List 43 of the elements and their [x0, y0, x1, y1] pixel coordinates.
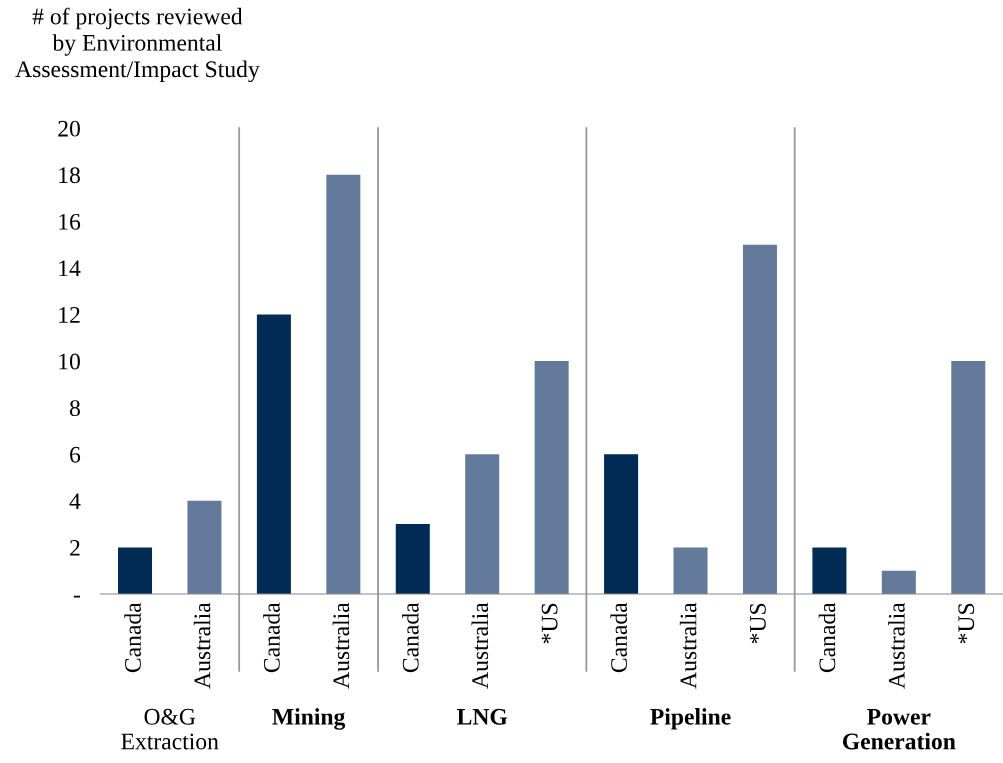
x-tick-label: Australia	[888, 602, 905, 689]
bar	[465, 454, 500, 594]
x-tick-label: Canada	[610, 602, 627, 673]
bar	[187, 500, 222, 594]
bar	[951, 361, 986, 594]
x-tick-label: Australia	[193, 602, 211, 689]
text: Mining	[272, 708, 346, 730]
y-tick-label: 16	[59, 213, 81, 230]
y-tick-label: 10	[59, 353, 80, 370]
x-tick-label: Australia	[471, 602, 489, 689]
y-tick-label: 12	[59, 307, 80, 323]
x-tick-label: Canada	[402, 602, 419, 673]
bar	[534, 361, 569, 594]
x-tick-label: *US	[541, 603, 558, 644]
x-tick-label: Australia	[679, 602, 697, 689]
bar	[673, 547, 708, 594]
x-tick-label: *US	[958, 603, 975, 644]
y-tick-label: 20	[58, 120, 80, 137]
y-tick-label: 2	[70, 539, 80, 556]
bar	[604, 454, 639, 594]
text: Pipeline	[650, 708, 731, 730]
x-tick-label: Canada	[818, 602, 836, 673]
x-tick-label: *US	[750, 603, 766, 644]
bar	[812, 547, 847, 594]
text: O&G Extraction	[121, 708, 219, 750]
y-tick-label: 6	[70, 446, 81, 463]
bar	[326, 174, 361, 594]
y-tick-label: 18	[59, 167, 80, 184]
bar	[256, 314, 291, 594]
y-tick-label: 14	[59, 260, 81, 277]
text: LNG	[457, 708, 508, 725]
x-tick-label: Canada	[124, 602, 141, 673]
y-tick-label: 8	[69, 400, 80, 417]
bar	[742, 244, 777, 594]
y-tick-label: 4	[69, 493, 81, 510]
bar	[118, 547, 153, 594]
y-tick-label: -	[73, 595, 80, 598]
bar	[881, 570, 916, 594]
text: Power Generation	[842, 709, 956, 750]
y-axis-title: # of projects reviewed by Environmental Assessment/Impact Study	[15, 7, 260, 83]
bar	[395, 524, 430, 594]
x-tick-label: Canada	[263, 602, 280, 673]
x-tick-label: Australia	[332, 602, 350, 689]
